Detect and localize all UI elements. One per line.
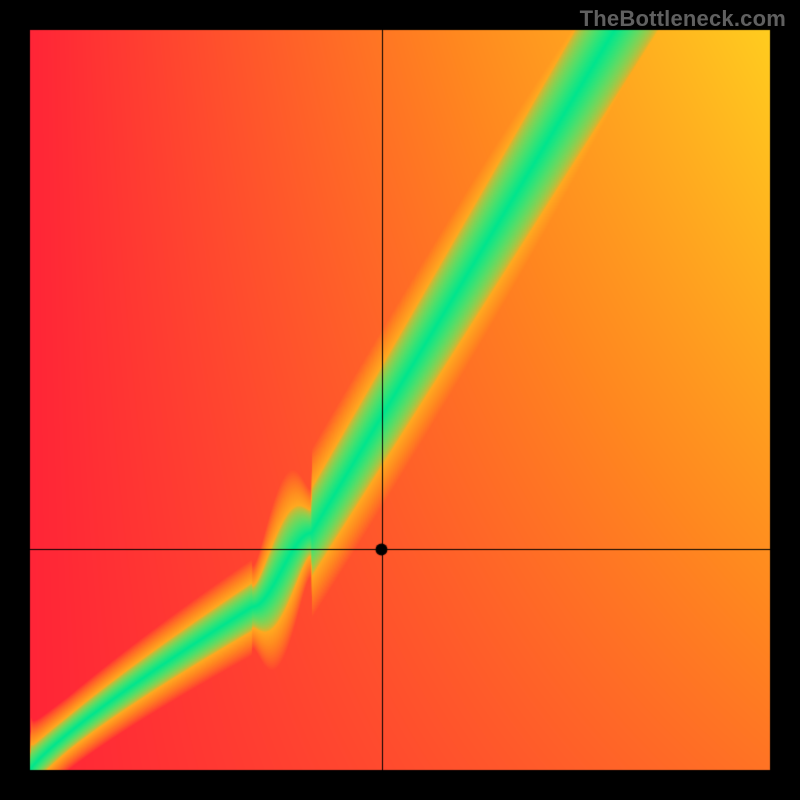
chart-container: { "watermark": "TheBottleneck.com", "cha…: [0, 0, 800, 800]
watermark-text: TheBottleneck.com: [580, 6, 786, 32]
bottleneck-heatmap: [0, 0, 800, 800]
